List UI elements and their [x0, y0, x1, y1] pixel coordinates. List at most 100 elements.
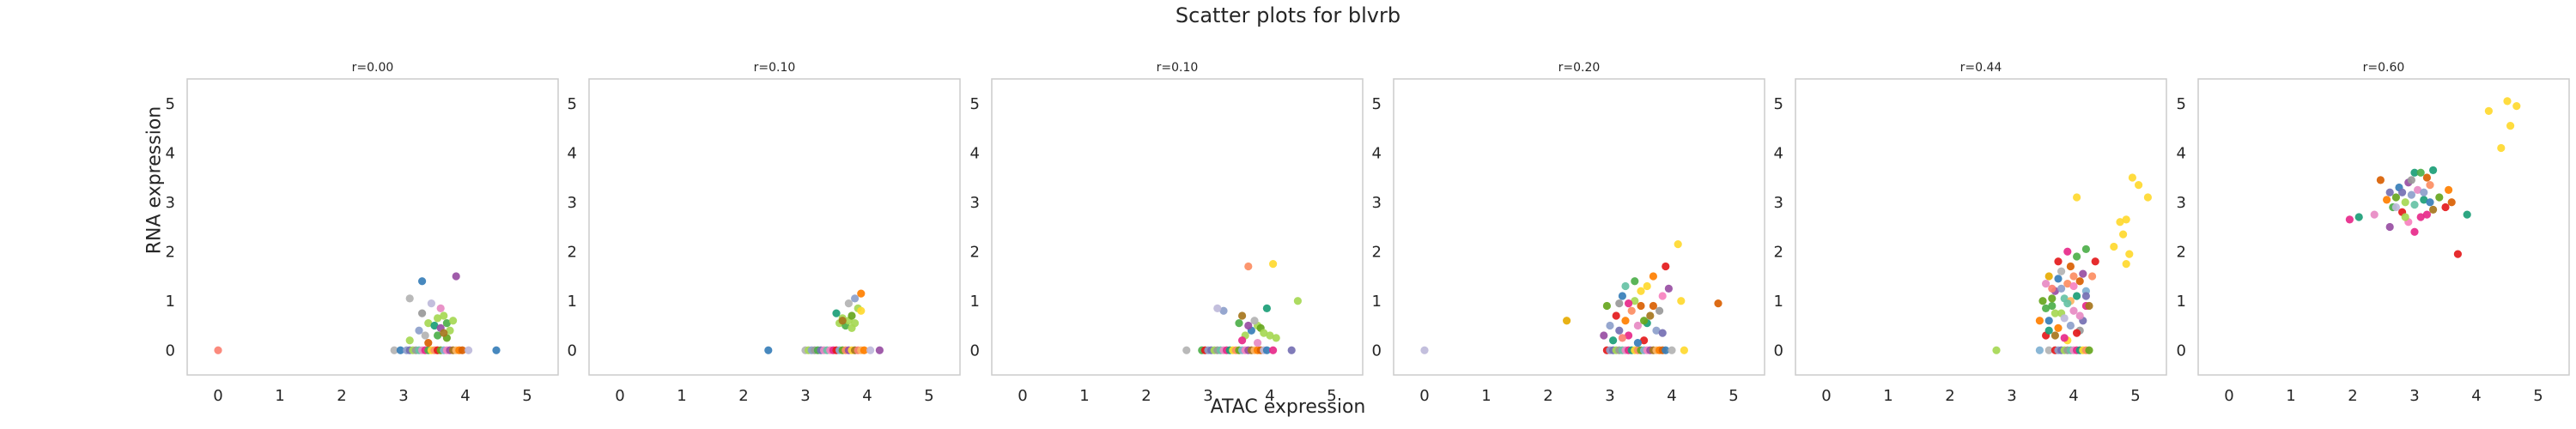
x-tick-label: 4 [862, 387, 872, 405]
scatter-point [2054, 275, 2063, 283]
scatter-panel: r=0.10 0 1 2 3 4 5 0 1 2 3 4 5 [970, 61, 1364, 405]
scatter-panel: r=0.20 0 1 2 3 4 5 0 1 2 3 4 5 [1372, 61, 1765, 405]
scatter-point [1992, 346, 2001, 354]
scatter-point [2391, 193, 2400, 202]
x-tick-label: 3 [1605, 387, 1614, 405]
scatter-point [1606, 321, 1614, 330]
scatter-point [2407, 190, 2415, 199]
scatter-point [2410, 201, 2419, 209]
scatter-point [2060, 314, 2069, 323]
scatter-point [2512, 102, 2521, 111]
y-tick-label: 2 [970, 243, 980, 261]
y-tick-label: 4 [970, 144, 980, 162]
x-tick-label: 5 [924, 387, 933, 405]
y-tick-label: 1 [568, 293, 577, 311]
scatter-point [2073, 193, 2081, 202]
scatter-point [1649, 301, 1657, 311]
scatter-point [1631, 277, 1639, 286]
scatter-point [2445, 185, 2453, 194]
y-tick-label: 0 [970, 341, 980, 360]
scatter-point [857, 289, 866, 298]
x-tick-label: 5 [2130, 387, 2140, 405]
scatter-point [1643, 281, 1651, 291]
scatter-point [2497, 143, 2506, 153]
scatter-point [1615, 326, 1624, 335]
scatter-point [1250, 317, 1259, 325]
scatter-point [1631, 297, 1639, 305]
scatter-point [2054, 257, 2063, 266]
x-tick-label: 2 [1141, 387, 1151, 405]
scatter-point [1182, 346, 1191, 354]
scatter-point [442, 319, 452, 328]
y-tick-label: 3 [1774, 194, 1783, 212]
scatter-point [1627, 306, 1636, 315]
scatter-point [2073, 329, 2081, 337]
scatter-point [2073, 252, 2081, 261]
y-tick-label: 3 [1372, 194, 1382, 212]
scatter-point [2435, 193, 2444, 202]
plot-frame [1393, 78, 1765, 376]
scatter-point [832, 309, 841, 317]
scatter-point [390, 346, 398, 354]
x-tick-label: 0 [1821, 387, 1831, 405]
x-tick-label: 3 [1203, 387, 1212, 405]
y-tick-label: 0 [166, 341, 175, 360]
scatter-point [430, 321, 439, 330]
y-tick-label: 0 [568, 341, 577, 360]
plot-frame [186, 78, 559, 376]
scatter-point [1615, 299, 1624, 308]
scatter-point [434, 331, 442, 340]
scatter-point [405, 294, 414, 303]
x-tick-label: 3 [800, 387, 810, 405]
x-tick-label: 4 [1265, 387, 1274, 405]
scatter-point [2407, 176, 2415, 184]
scatter-point [1662, 346, 1670, 354]
x-tick-label: 0 [2224, 387, 2233, 405]
scatter-point [2122, 215, 2130, 224]
scatter-point [2453, 250, 2462, 258]
scatter-point [1238, 336, 1247, 345]
y-tick-label: 1 [2177, 293, 2186, 311]
scatter-point [2354, 213, 2363, 221]
scatter-point [851, 294, 860, 303]
scatter-point [2135, 181, 2143, 190]
scatter-point [866, 346, 875, 354]
panel-title: r=0.10 [1157, 61, 1199, 75]
scatter-point [2345, 215, 2354, 224]
y-tick-label: 0 [1372, 341, 1382, 360]
scatter-point [1254, 339, 1262, 347]
x-tick-label: 5 [2533, 387, 2543, 405]
x-tick-label: 2 [1543, 387, 1552, 405]
x-tick-label: 1 [2286, 387, 2295, 405]
x-tick-label: 5 [522, 387, 532, 405]
scatter-point [2063, 247, 2072, 256]
scatter-point [1664, 284, 1673, 293]
scatter-point [1262, 346, 1271, 354]
scatter-point [458, 346, 467, 354]
scatter-point [2042, 280, 2050, 288]
scatter-point [2042, 304, 2050, 312]
scatter-point [2398, 188, 2407, 196]
scatter-point [2060, 334, 2069, 342]
scatter-point [2391, 202, 2400, 212]
scatter-point [2426, 198, 2434, 207]
scatter-point [2066, 262, 2075, 271]
scatter-point [2376, 176, 2385, 184]
scatter-point [1680, 346, 1688, 354]
scatter-point [2385, 222, 2394, 232]
scatter-point [2057, 284, 2066, 293]
y-tick-label: 5 [970, 95, 980, 113]
scatter-point [1640, 317, 1649, 325]
scatter-point [2063, 299, 2072, 308]
scatter-point [2048, 294, 2057, 303]
scatter-point [2484, 106, 2493, 115]
scatter-point [2116, 218, 2124, 227]
scatter-point [1646, 311, 1655, 320]
y-tick-label: 4 [166, 144, 175, 162]
scatter-point [396, 346, 404, 354]
y-tick-label: 4 [2177, 144, 2186, 162]
panel-title: r=0.20 [1558, 61, 1601, 75]
scatter-point [1618, 334, 1626, 342]
x-tick-label: 3 [2409, 387, 2419, 405]
y-tick-label: 0 [2177, 341, 2186, 360]
